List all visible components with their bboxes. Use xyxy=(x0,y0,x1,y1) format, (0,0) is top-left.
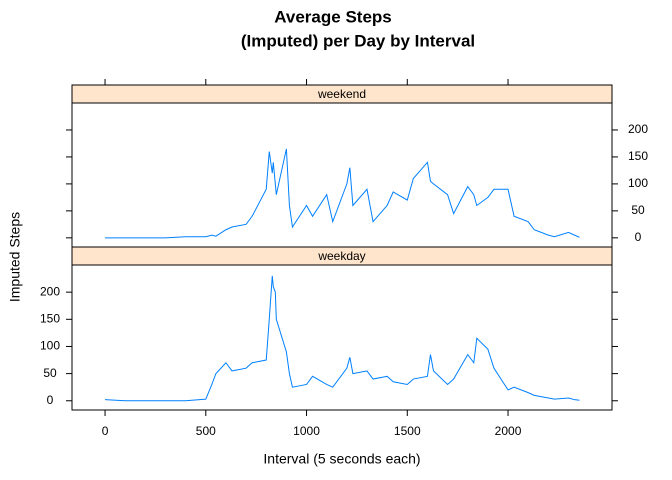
y-tick-label: 50 xyxy=(43,366,57,380)
data-line xyxy=(105,148,580,239)
y-tick-label: 100 xyxy=(40,339,60,353)
y-tick-label: 50 xyxy=(631,203,645,217)
y-tick-label: 100 xyxy=(628,176,648,190)
x-tick-label: 1500 xyxy=(394,424,421,438)
x-tick-label: 1000 xyxy=(293,424,320,438)
x-tick-label: 0 xyxy=(102,424,109,438)
chart-title: (Imputed) per Day by Interval xyxy=(241,31,475,50)
strip-label: weekend xyxy=(317,87,366,101)
data-line xyxy=(105,275,580,402)
x-tick-label: 2000 xyxy=(495,424,522,438)
panel-frame xyxy=(71,264,613,411)
y-tick-label: 0 xyxy=(635,230,642,244)
x-axis-title: Interval (5 seconds each) xyxy=(263,451,420,467)
y-axis-title: Imputed Steps xyxy=(7,212,23,302)
strip-label: weekday xyxy=(317,249,365,263)
x-tick-label: 500 xyxy=(196,424,216,438)
y-tick-label: 200 xyxy=(628,122,648,136)
y-tick-label: 0 xyxy=(47,393,54,407)
y-tick-label: 200 xyxy=(40,284,60,298)
y-tick-label: 150 xyxy=(40,311,60,325)
y-tick-label: 150 xyxy=(628,149,648,163)
chart-title: Average Steps xyxy=(274,7,391,26)
